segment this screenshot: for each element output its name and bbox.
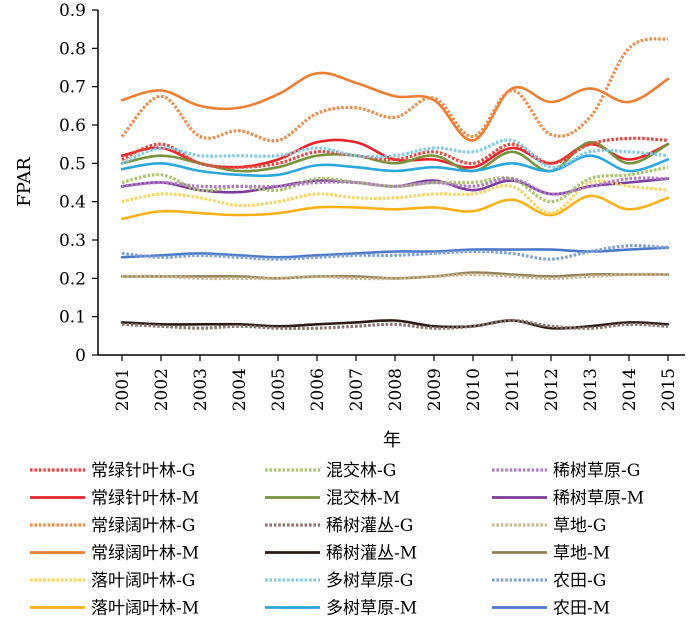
legend-label: 多树草原-G — [326, 571, 413, 591]
x-tick-label: 2009 — [425, 368, 445, 411]
series-line — [121, 165, 669, 204]
legend-label: 落叶阔叶林-M — [91, 599, 199, 619]
y-tick-label: 0.2 — [59, 269, 86, 289]
x-tick-label: 2007 — [347, 368, 367, 411]
legend-item: 常绿针叶林-G — [30, 461, 195, 481]
legend-item: 混交林-M — [265, 489, 400, 509]
x-tick-label: 2013 — [581, 368, 601, 411]
legend-label: 农田-M — [553, 599, 610, 619]
y-tick-label: 0.4 — [59, 193, 86, 213]
legend-item: 草地-G — [492, 516, 606, 536]
series-line — [121, 272, 669, 281]
x-axis-title: 年 — [383, 430, 401, 451]
series-line — [121, 136, 669, 169]
legend-item: 落叶阔叶林-G — [30, 571, 195, 591]
axes — [97, 10, 685, 356]
legend-label: 稀树灌丛-M — [326, 544, 417, 564]
legend-label: 混交林-G — [326, 461, 396, 481]
legend-label: 多树草原-M — [326, 599, 417, 619]
legend-label: 混交林-M — [326, 489, 400, 509]
series-line — [120, 71, 670, 142]
x-tick-label: 2010 — [464, 368, 484, 411]
legend-item: 稀树灌丛-G — [265, 516, 413, 536]
x-tick-label: 2002 — [152, 368, 172, 411]
legend-item: 农田-M — [492, 599, 610, 619]
y-tick-label: 0.3 — [59, 231, 86, 251]
legend-item: 常绿阔叶林-G — [30, 516, 195, 536]
x-tick-label: 2012 — [542, 368, 562, 411]
series-line — [121, 176, 669, 196]
legend-item: 常绿阔叶林-M — [30, 544, 199, 564]
x-tick-label: 2004 — [230, 368, 250, 411]
legend-item: 混交林-G — [265, 461, 396, 481]
series-lines — [120, 37, 670, 331]
x-tick-label: 2015 — [659, 368, 679, 411]
legend-label: 草地-M — [553, 544, 610, 564]
series-line — [121, 244, 669, 261]
legend-item: 常绿针叶林-M — [30, 489, 199, 509]
legend-label: 稀树草原-G — [553, 461, 640, 481]
y-tick-label: 0.1 — [59, 308, 86, 328]
x-tick-label: 2008 — [386, 368, 406, 411]
series-line — [120, 154, 670, 178]
x-tick-label: 2005 — [269, 368, 289, 411]
legend-label: 稀树灌丛-G — [326, 516, 413, 536]
legend-label: 常绿针叶林-M — [91, 489, 199, 509]
x-tick-label: 2006 — [308, 368, 328, 411]
series-line — [120, 194, 670, 221]
legend-item: 多树草原-G — [265, 571, 413, 591]
x-ticks: 2001 2002 2003 2004 2005 2006 2007 2008 2009 2010… — [113, 355, 679, 411]
series-line — [121, 138, 669, 169]
series-line — [121, 318, 669, 331]
x-tick-label: 2001 — [113, 368, 133, 411]
y-tick-label: 0.6 — [59, 116, 86, 136]
legend-label: 草地-G — [553, 516, 606, 536]
series-line — [120, 246, 670, 259]
y-tick-label: 0.5 — [59, 154, 86, 174]
x-tick-label: 2014 — [620, 368, 640, 411]
legend-item: 多树草原-M — [265, 599, 417, 619]
legend-label: 常绿阔叶林-M — [91, 544, 199, 564]
legend-item: 农田-G — [492, 571, 606, 591]
legend-label: 常绿针叶林-G — [91, 461, 195, 481]
y-tick-label: 0 — [75, 346, 86, 366]
legend-label: 常绿阔叶林-G — [91, 516, 195, 536]
x-tick-label: 2003 — [191, 368, 211, 411]
legend: 常绿针叶林-G 常绿针叶林-M 常绿阔叶林-G 常绿阔叶林-M 落叶阔叶林-G 落叶阔叶林… — [30, 461, 644, 619]
y-ticks: 0 0.1 0.2 0.3 0.4 0.5 0.6 0.7 0.8 0.9 — [59, 1, 98, 366]
legend-item: 落叶阔叶林-M — [30, 599, 199, 619]
legend-item: 稀树草原-M — [492, 489, 644, 509]
y-tick-label: 0.7 — [59, 78, 86, 98]
x-tick-label: 2011 — [503, 368, 523, 411]
y-tick-label: 0.9 — [59, 1, 86, 21]
legend-label: 农田-G — [553, 571, 606, 591]
series-line — [120, 37, 669, 143]
legend-label: 稀树草原-M — [553, 489, 644, 509]
legend-item: 稀树草原-G — [492, 461, 640, 481]
y-axis-title: FPAR — [14, 157, 35, 207]
y-tick-label: 0.8 — [59, 39, 86, 59]
legend-item: 草地-M — [492, 544, 610, 564]
legend-item: 稀树灌丛-M — [265, 544, 417, 564]
legend-label: 落叶阔叶林-G — [91, 571, 195, 591]
